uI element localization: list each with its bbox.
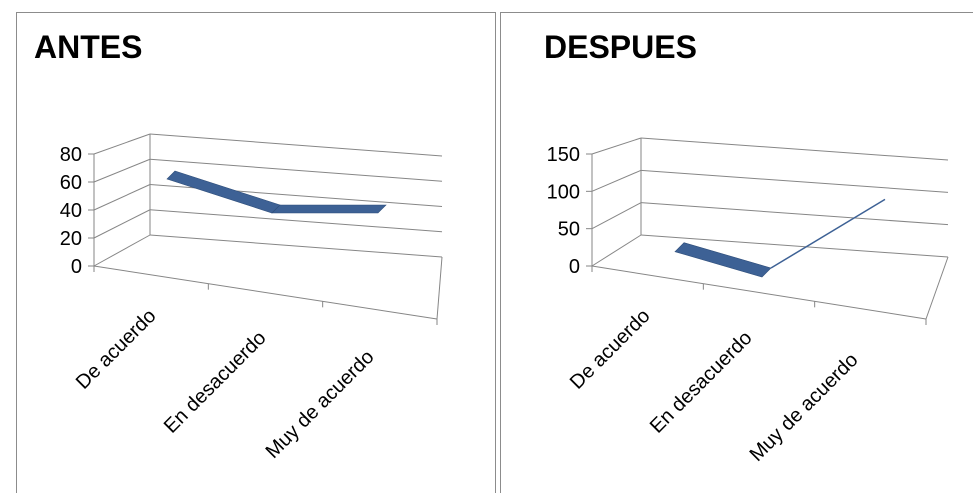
y-tick-label: 80 xyxy=(60,144,82,166)
gridline xyxy=(640,137,949,161)
y-tick-label: 0 xyxy=(71,256,82,278)
x-tick-label: De acuerdo xyxy=(72,305,161,394)
x-tick-label: Muy de acuerdo xyxy=(746,349,863,466)
floor-right-edge xyxy=(436,256,443,320)
side-wall-line xyxy=(93,184,151,211)
y-tick-label: 150 xyxy=(547,144,580,166)
chart-panel-despues: DESPUES 0 50 100 150 De acuerdo En desacuerdo… xyxy=(500,12,973,493)
x-tick-label: Muy de acuerdo xyxy=(262,346,379,463)
gridline xyxy=(149,158,443,182)
x-tick-label: En desacuerdo xyxy=(646,327,757,438)
side-wall-line xyxy=(591,202,642,230)
y-tick-label: 20 xyxy=(60,228,82,250)
series-ribbon xyxy=(166,170,281,214)
gridline xyxy=(640,202,949,226)
x-tick-label: De acuerdo xyxy=(566,305,655,394)
y-tick-label: 50 xyxy=(558,219,580,241)
y-tick-label: 100 xyxy=(547,181,580,203)
chart-panel-antes: ANTES 0 20 40 60 80 De acuerdo En desacuerdo Mu… xyxy=(16,12,496,493)
side-wall-line xyxy=(591,234,642,267)
x-tick-label: En desacuerdo xyxy=(160,327,271,438)
y-tick-label: 0 xyxy=(569,256,580,278)
series-ribbon xyxy=(271,204,387,214)
side-wall-line xyxy=(93,133,151,155)
chart-title-despues: DESPUES xyxy=(544,29,697,65)
gridline xyxy=(149,209,443,233)
side-wall-line xyxy=(93,234,151,267)
y-tick-label: 60 xyxy=(60,172,82,194)
x-axis xyxy=(591,265,927,320)
side-wall-line xyxy=(591,137,642,155)
series-ribbon xyxy=(674,242,772,278)
gridline xyxy=(640,234,949,258)
floor-right-edge xyxy=(925,256,949,320)
gridline xyxy=(640,169,949,193)
chart-title-antes: ANTES xyxy=(34,29,143,65)
gridline xyxy=(149,133,443,157)
x-axis xyxy=(93,265,438,320)
y-tick-label: 40 xyxy=(60,200,82,222)
series-line xyxy=(770,198,886,269)
side-wall-line xyxy=(93,158,151,183)
gridline xyxy=(149,234,443,258)
side-wall-line xyxy=(591,169,642,192)
side-wall-line xyxy=(93,209,151,239)
